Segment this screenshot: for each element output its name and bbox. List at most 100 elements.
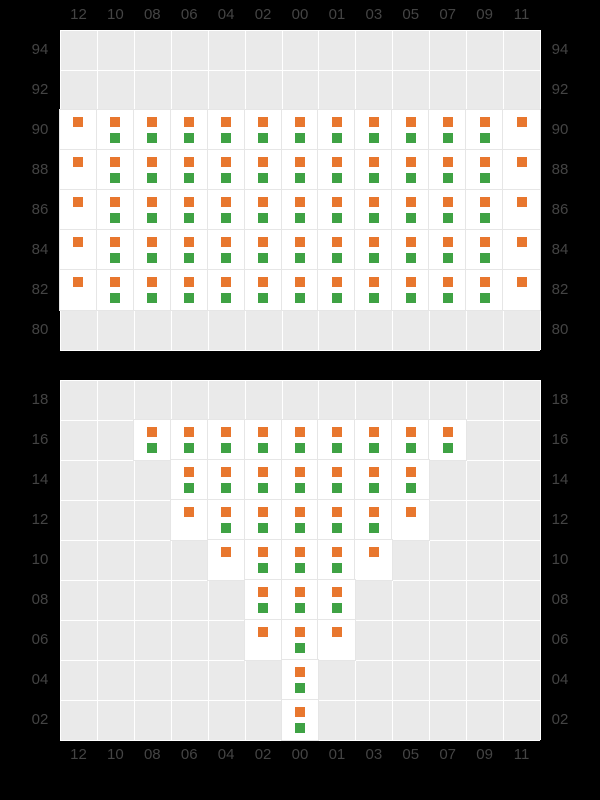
- marker-orange: [295, 237, 305, 247]
- marker-orange: [147, 157, 157, 167]
- marker-orange: [406, 277, 416, 287]
- grid-cell: [392, 460, 429, 500]
- grid-cell: [392, 500, 429, 540]
- gridline-h: [60, 740, 540, 741]
- grid-cell: [282, 110, 319, 150]
- marker-green: [369, 173, 379, 183]
- marker-orange: [443, 237, 453, 247]
- marker-orange: [332, 507, 342, 517]
- grid-cell: [355, 270, 392, 310]
- y-axis-label-right: 84: [540, 241, 580, 258]
- grid-cell: [171, 190, 208, 230]
- grid-cell: [97, 190, 134, 230]
- marker-orange: [184, 157, 194, 167]
- marker-orange: [295, 427, 305, 437]
- marker-green: [332, 483, 342, 493]
- marker-green: [295, 293, 305, 303]
- marker-orange: [73, 237, 83, 247]
- marker-orange: [332, 237, 342, 247]
- grid-cell: [318, 270, 355, 310]
- x-axis-label-bottom: 06: [171, 746, 208, 763]
- marker-green: [295, 723, 305, 733]
- marker-orange: [221, 277, 231, 287]
- grid-cell: [355, 420, 392, 460]
- gridline-v: [97, 380, 98, 740]
- grid-cell: [134, 230, 171, 270]
- grid-cell: [355, 110, 392, 150]
- grid-cell: [60, 270, 97, 310]
- marker-orange: [258, 237, 268, 247]
- marker-green: [406, 213, 416, 223]
- marker-orange: [332, 117, 342, 127]
- grid-cell: [97, 230, 134, 270]
- marker-orange: [258, 427, 268, 437]
- grid-cell: [282, 460, 319, 500]
- marker-green: [295, 683, 305, 693]
- grid-cell: [208, 150, 245, 190]
- grid-cell: [355, 540, 392, 580]
- grid-cell: [60, 110, 97, 150]
- marker-green: [295, 643, 305, 653]
- grid-cell: [282, 700, 319, 740]
- marker-orange: [369, 507, 379, 517]
- gridline-h: [60, 380, 540, 381]
- grid-cell: [208, 540, 245, 580]
- marker-green: [258, 523, 268, 533]
- grid-cell: [60, 190, 97, 230]
- y-axis-label-right: 10: [540, 551, 580, 568]
- grid-cell: [429, 230, 466, 270]
- grid-cell: [208, 420, 245, 460]
- grid-cell: [208, 190, 245, 230]
- marker-orange: [295, 117, 305, 127]
- marker-orange: [147, 197, 157, 207]
- marker-green: [406, 443, 416, 453]
- marker-orange: [295, 547, 305, 557]
- marker-orange: [73, 197, 83, 207]
- y-axis-label-right: 08: [540, 591, 580, 608]
- x-axis-label-bottom: 03: [355, 746, 392, 763]
- marker-green: [332, 523, 342, 533]
- marker-orange: [295, 507, 305, 517]
- marker-green: [147, 133, 157, 143]
- grid-panel-bottom: 181816161414121210100808060604040202: [20, 380, 580, 740]
- grid-cell: [245, 580, 282, 620]
- y-axis-label-left: 18: [20, 391, 60, 408]
- x-axis-label-top: 02: [245, 6, 282, 23]
- grid-cell: [318, 230, 355, 270]
- grid-cell: [392, 230, 429, 270]
- marker-orange: [295, 197, 305, 207]
- grid-cell: [282, 540, 319, 580]
- marker-orange: [147, 427, 157, 437]
- marker-green: [295, 483, 305, 493]
- x-axis-label-top: 04: [208, 6, 245, 23]
- grid-cell: [208, 460, 245, 500]
- marker-green: [295, 133, 305, 143]
- marker-green: [332, 563, 342, 573]
- y-axis-label-left: 80: [20, 321, 60, 338]
- marker-green: [443, 293, 453, 303]
- grid-cell: [171, 460, 208, 500]
- grid-cell: [208, 230, 245, 270]
- grid-cell: [282, 420, 319, 460]
- grid-cell: [245, 230, 282, 270]
- marker-orange: [221, 197, 231, 207]
- marker-green: [480, 173, 490, 183]
- gridline-h: [60, 350, 540, 351]
- y-axis-label-right: 06: [540, 631, 580, 648]
- grid-cell: [503, 190, 540, 230]
- marker-green: [221, 213, 231, 223]
- marker-green: [369, 293, 379, 303]
- marker-orange: [369, 427, 379, 437]
- marker-orange: [369, 467, 379, 477]
- marker-green: [406, 253, 416, 263]
- grid-cell: [429, 190, 466, 230]
- marker-orange: [295, 587, 305, 597]
- grid-cell: [245, 270, 282, 310]
- marker-orange: [184, 277, 194, 287]
- grid-cell: [134, 150, 171, 190]
- y-axis-label-right: 86: [540, 201, 580, 218]
- marker-green: [110, 173, 120, 183]
- y-axis-label-right: 94: [540, 41, 580, 58]
- marker-green: [332, 213, 342, 223]
- marker-orange: [517, 237, 527, 247]
